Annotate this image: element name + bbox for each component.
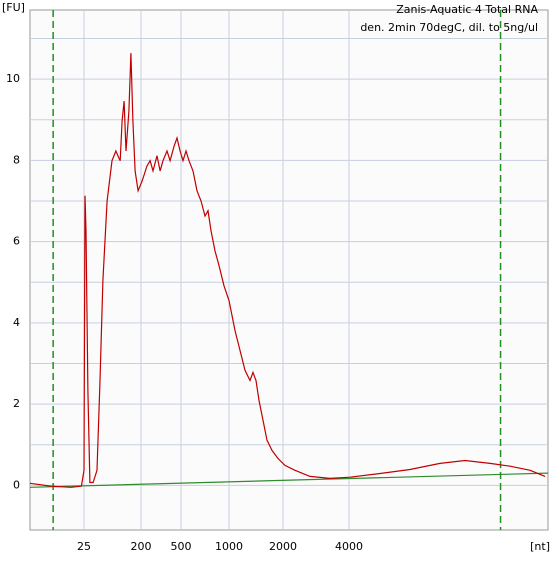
data-line xyxy=(29,53,546,488)
chart-title: Zanis-Aquatic 4 Total RNA xyxy=(396,3,538,16)
x-axis-label: [nt] xyxy=(530,540,550,553)
y-tick-label: 4 xyxy=(13,316,20,329)
data-line xyxy=(29,472,549,488)
y-tick-label: 2 xyxy=(13,397,20,410)
x-tick-label: 1000 xyxy=(215,540,243,553)
y-tick-label: 6 xyxy=(13,235,20,248)
chart-subtitle: den. 2min 70degC, dil. to 5ng/ul xyxy=(360,21,538,34)
plot-area xyxy=(29,9,549,531)
x-tick-label: 200 xyxy=(131,540,152,553)
y-tick-label: 8 xyxy=(13,153,20,166)
x-tick-label: 4000 xyxy=(335,540,363,553)
x-tick-label: 500 xyxy=(171,540,192,553)
y-tick-label: 10 xyxy=(6,72,20,85)
x-tick-label: 2000 xyxy=(269,540,297,553)
x-tick-label: 25 xyxy=(77,540,91,553)
y-axis-label: [FU] xyxy=(2,1,25,14)
y-tick-label: 0 xyxy=(13,478,20,491)
